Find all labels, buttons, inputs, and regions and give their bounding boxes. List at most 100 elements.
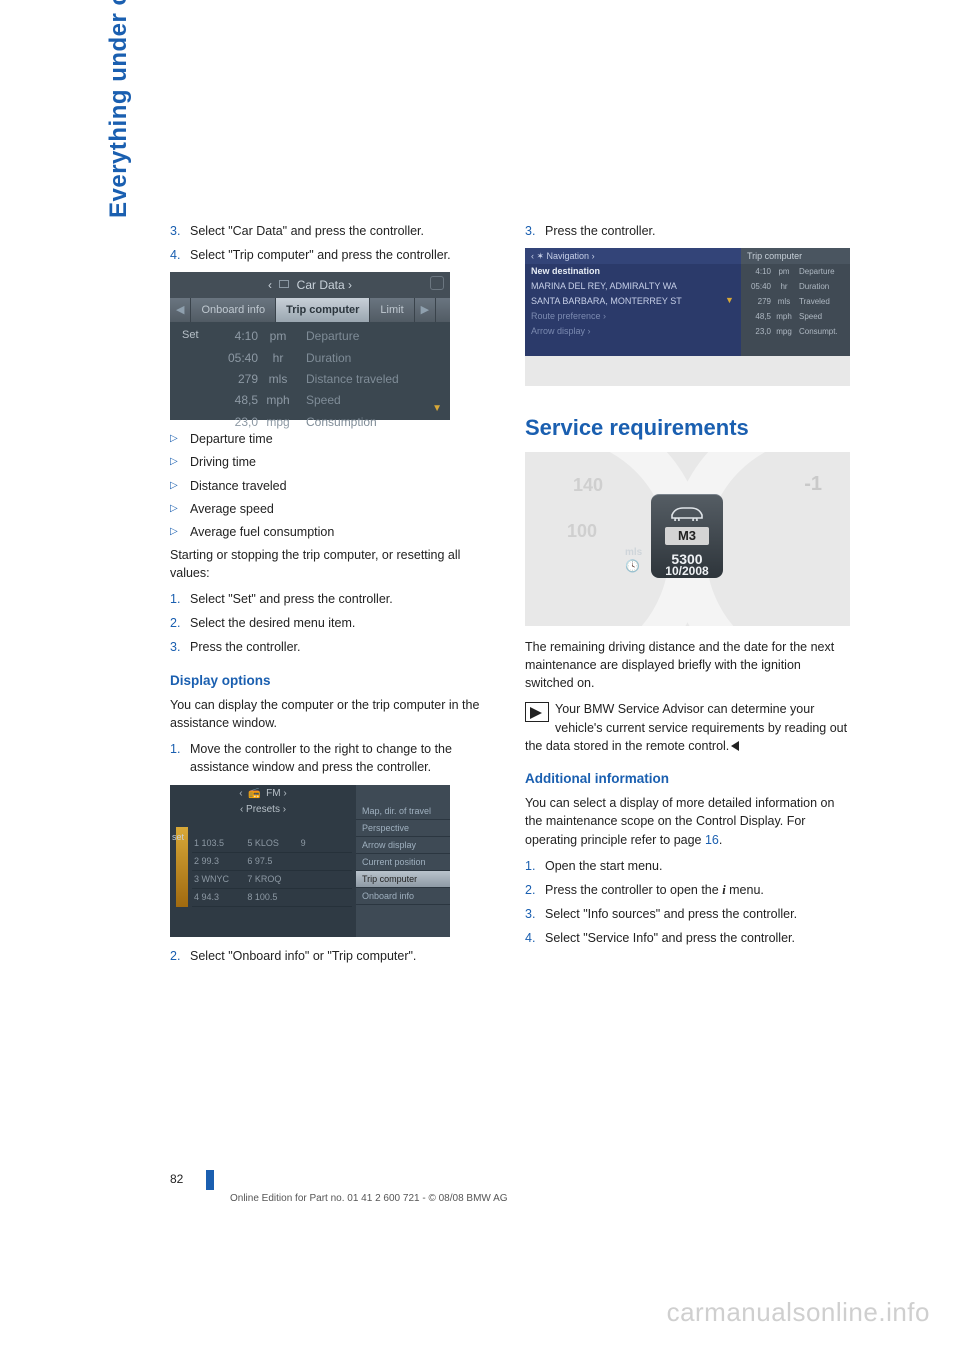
step-number: 4. (525, 929, 545, 947)
cell: 2 99.3 (192, 855, 245, 868)
chevron-down-icon: ▼ (725, 294, 734, 307)
cell: 9 (299, 837, 352, 850)
cell: 23,0 (745, 326, 771, 338)
left-column: 3. Select "Car Data" and press the contr… (170, 222, 495, 971)
heading-additional-info: Additional information (525, 769, 850, 789)
list-item: 3. Select "Car Data" and press the contr… (170, 222, 495, 240)
cell: Traveled (797, 296, 846, 308)
paragraph: Starting or stopping the trip computer, … (170, 546, 495, 582)
scr1-rows: Set 4:10 pm Departure 05:40 hr Duration … (170, 322, 450, 433)
scr3-right: Trip computer 4:10pmDeparture 05:40hrDur… (741, 248, 850, 356)
page-link[interactable]: 16 (705, 833, 719, 847)
step-number: 3. (525, 905, 545, 923)
list-item: 4. Select "Trip computer" and press the … (170, 246, 495, 264)
table-row: 279mlsTraveled (741, 294, 850, 309)
list-item: 2.Select "Onboard info" or "Trip compute… (170, 947, 495, 965)
list-item: 3.Press the controller. (525, 222, 850, 240)
scr2-sub: ‹ Presets › (170, 803, 356, 819)
sidebar-title: Everything under control (105, 0, 133, 218)
chevron-right-icon: ▶ (415, 298, 436, 322)
step-text: Press the controller. (190, 638, 495, 656)
note-end-icon (731, 741, 739, 751)
page: Everything under control 3. Select "Car … (0, 0, 960, 1358)
tab-onboard-info: Onboard info (191, 298, 276, 322)
list-item: 3.Press the controller. (170, 638, 495, 656)
cell: 3 WNYC (192, 873, 245, 886)
note-icon (525, 702, 549, 722)
gauge-number: 100 (567, 518, 597, 544)
scr3-title: ‹ ✶ Navigation › (525, 248, 741, 264)
scr1-title-bar: ‹ Car Data › (170, 272, 450, 298)
scr2-title: ‹ 📻 FM › (170, 785, 356, 803)
cell: Distance traveled (298, 371, 438, 388)
table-row: 48,5mphSpeed (741, 309, 850, 324)
scr2-left: ‹ 📻 FM › ‹ Presets › set 1 103.55 KLOS9 … (170, 785, 356, 937)
note-text: Your BMW Service Advisor can determine y… (525, 702, 847, 752)
list-item: 3.Select "Info sources" and press the co… (525, 905, 850, 923)
cell: mph (258, 392, 298, 409)
text: Press the controller to open the (545, 883, 722, 897)
cell: 279 (210, 371, 258, 388)
cell: Departure (797, 266, 846, 278)
cell: 4 94.3 (192, 891, 245, 904)
chevron-left-icon: ◀ (170, 298, 191, 322)
scr2-rows: 1 103.55 KLOS9 2 99.36 97.5 3 WNYC7 KROQ… (192, 835, 352, 907)
tab-trip-computer: Trip computer (276, 298, 370, 322)
cell: pm (258, 328, 298, 345)
car-icon (669, 503, 705, 521)
table-row: 3 WNYC7 KROQ (192, 871, 352, 889)
step-text: Select "Car Data" and press the controll… (190, 222, 495, 240)
screenshot-navigation: ‹ ✶ Navigation › New destination MARINA … (525, 248, 850, 356)
cell: 279 (745, 296, 771, 308)
cell: 7 KROQ (245, 873, 298, 886)
cell: 05:40 (745, 281, 771, 293)
screen-icon (279, 280, 289, 288)
step-number: 2. (525, 881, 545, 899)
menu-item: Current position (356, 854, 450, 871)
scr2-top-text: FM (266, 788, 280, 799)
cell: mls (771, 296, 797, 308)
set-label: Set (182, 328, 210, 345)
triangle-bullet-icon: ▷ (170, 500, 190, 518)
note-paragraph: Your BMW Service Advisor can determine y… (525, 700, 850, 754)
page-number-bar (206, 1170, 214, 1190)
triangle-bullet-icon: ▷ (170, 523, 190, 541)
cell: 1 103.5 (192, 837, 245, 850)
table-row: 2 99.36 97.5 (192, 853, 352, 871)
table-row: 48,5 mph Speed (170, 390, 450, 411)
set-label: set (172, 831, 184, 844)
watermark: carmanualsonline.info (667, 1297, 930, 1328)
step-text: Select "Info sources" and press the cont… (545, 905, 850, 923)
cell: 48,5 (745, 311, 771, 323)
step-text: Select "Set" and press the controller. (190, 590, 495, 608)
bullet-text: Average speed (190, 500, 274, 518)
triangle-bullet-icon: ▷ (170, 477, 190, 495)
table-row: 4:10pmDeparture (741, 264, 850, 279)
list-item: ▷Average speed (170, 500, 495, 518)
para-text: . (719, 833, 722, 847)
scr3-right-title: Trip computer (741, 248, 850, 264)
para-text: You can select a display of more detaile… (525, 796, 834, 846)
cell: 23,0 (210, 414, 258, 431)
list-item: 1.Move the controller to the right to ch… (170, 740, 495, 776)
refresh-icon (430, 276, 444, 290)
menu-item-selected: Trip computer (356, 871, 450, 888)
list-item: 1.Select "Set" and press the controller. (170, 590, 495, 608)
cell: 48,5 (210, 392, 258, 409)
clock-icon: 🕓 (625, 558, 640, 575)
table-row: 05:40hrDuration (741, 279, 850, 294)
list-item: 2.Press the controller to open the i men… (525, 881, 850, 899)
step-text: Press the controller. (545, 222, 850, 240)
cell: 8 100.5 (245, 891, 298, 904)
menu-item: Onboard info (356, 888, 450, 905)
right-column: 3.Press the controller. ‹ ✶ Navigation ›… (525, 222, 850, 971)
bullet-text: Distance traveled (190, 477, 287, 495)
cell: 6 97.5 (245, 855, 298, 868)
cell: Consumpt. (797, 326, 846, 338)
bullet-text: Average fuel consumption (190, 523, 334, 541)
scr1-tabs: ◀ Onboard info Trip computer Limit ▶ (170, 298, 450, 322)
cell: mpg (258, 414, 298, 431)
chevron-right-icon: › (348, 278, 352, 292)
table-row: 23,0 mpg Consumption (170, 412, 450, 433)
table-row: 279 mls Distance traveled (170, 369, 450, 390)
